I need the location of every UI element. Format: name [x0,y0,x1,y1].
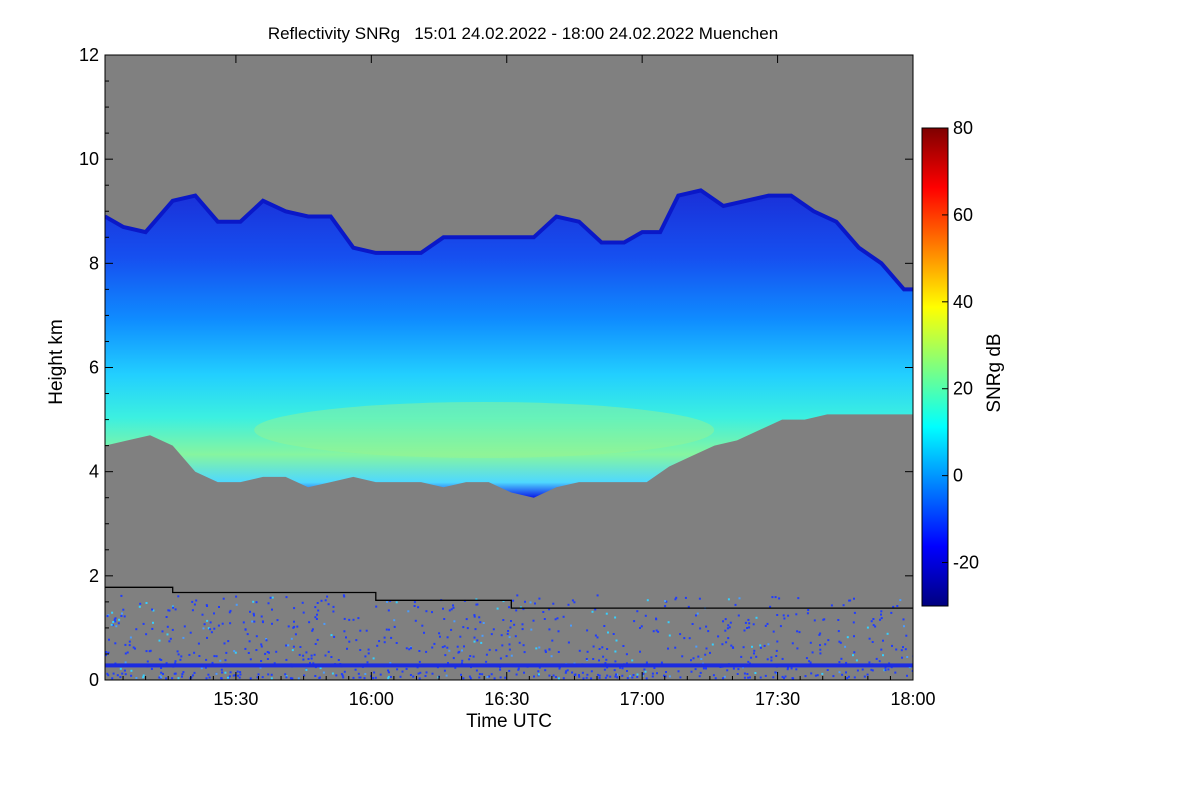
x-axis-label: Time UTC [466,711,552,732]
x-tick-label: 15:30 [213,689,258,709]
colorbar-tick-label: -20 [953,553,979,573]
x-tick-label: 16:00 [349,689,394,709]
colorbar-tick-label: 20 [953,379,973,399]
y-tick-label: 10 [79,149,99,169]
axes: 15:30 16:00 16:30 17:00 17:30 18:00 0 2 4 6 8 10 12 [79,45,936,709]
y-tick-label: 6 [89,358,99,378]
x-tick-label: 17:00 [620,689,665,709]
chart-title: Reflectivity SNRg 15:01 24.02.2022 - 18:… [268,24,778,43]
y-tick-label: 12 [79,45,99,65]
cloud-top-edge [105,188,913,292]
x-tick-label: 16:30 [484,689,529,709]
colorbar-tick-label: 80 [953,118,973,138]
colorbar-tick-label: 40 [953,292,973,312]
plot-area [105,188,913,680]
y-tick-label: 0 [89,670,99,690]
surface-echo-line [105,663,913,668]
y-axis-label: Height km [46,319,67,405]
y-tick-label: 4 [89,462,99,482]
y-tick-label: 8 [89,253,99,273]
reflectivity-core [254,402,715,458]
colorbar [921,127,949,607]
colorbar-tick-label: 60 [953,205,973,225]
x-tick-label: 18:00 [890,689,935,709]
ground-clutter [105,594,913,680]
boundary-layer-line [105,586,913,609]
colorbar-label: SNRg dB [984,333,1005,412]
x-tick-label: 17:30 [755,689,800,709]
y-tick-label: 2 [89,566,99,586]
colorbar-ticks: -20 0 20 40 60 80 [942,118,979,573]
colorbar-tick-label: 0 [953,466,963,486]
cloud-echo [105,190,913,498]
